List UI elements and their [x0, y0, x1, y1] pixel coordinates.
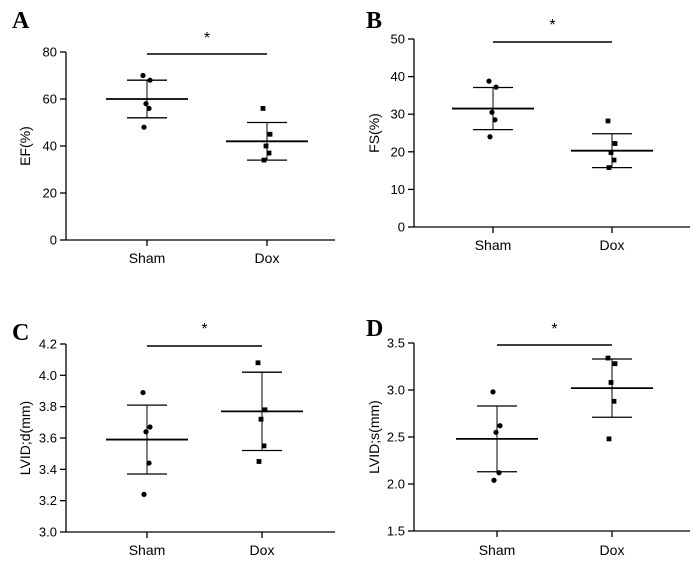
data-point-c-sham	[143, 429, 149, 435]
y-tick-label-b: 20	[391, 144, 405, 159]
significance-star-a: *	[204, 30, 210, 47]
data-point-a-sham	[146, 105, 152, 111]
y-tick-label-c: 3.6	[39, 431, 57, 446]
y-tick-label-c: 3.8	[39, 399, 57, 414]
data-point-a-dox	[266, 150, 272, 156]
data-point-a-sham	[140, 72, 146, 79]
y-tick-label-a: 40	[43, 139, 57, 154]
x-tick-label-b: Sham	[475, 237, 512, 253]
data-point-b-sham	[493, 84, 499, 90]
x-tick-label-d: Sham	[479, 542, 516, 558]
y-axis-title-c: LVID;d(mm)	[17, 401, 33, 475]
data-point-d-dox	[611, 398, 617, 404]
data-point-c-sham	[147, 424, 153, 430]
data-point-a-dox	[267, 131, 273, 137]
data-point-a-sham	[147, 77, 153, 83]
y-axis-title-b: FS(%)	[366, 113, 382, 153]
x-tick-label-c: Dox	[250, 542, 275, 558]
y-tick-label-c: 3.2	[39, 493, 57, 508]
data-point-d-sham	[493, 429, 499, 435]
data-point-c-dox	[258, 416, 264, 422]
data-point-b-sham	[487, 134, 493, 140]
y-tick-label-d: 3.5	[387, 336, 405, 351]
x-tick-label-a: Sham	[129, 250, 166, 266]
data-point-d-dox	[605, 355, 611, 361]
y-tick-label-a: 60	[43, 92, 57, 107]
y-tick-label-d: 2.0	[387, 477, 405, 492]
x-tick-label-b: Dox	[600, 237, 625, 253]
y-tick-label-d: 2.5	[387, 430, 405, 445]
data-point-d-sham	[490, 389, 496, 395]
y-axis-title-a: EF(%)	[17, 126, 33, 166]
data-point-c-sham	[141, 491, 147, 497]
y-axis-title-d: LVID;s(mm)	[366, 400, 382, 474]
y-tick-label-a: 0	[50, 233, 57, 248]
x-tick-label-a: Dox	[255, 250, 280, 266]
data-point-b-sham	[492, 117, 498, 123]
y-tick-label-b: 30	[391, 107, 405, 122]
y-tick-label-b: 40	[391, 69, 405, 84]
data-point-d-sham	[491, 477, 497, 483]
x-tick-label-d: Dox	[600, 542, 625, 558]
data-point-b-dox	[608, 150, 614, 155]
data-point-b-sham	[489, 109, 495, 115]
significance-star-b: *	[549, 17, 555, 34]
y-tick-label-b: 50	[391, 32, 405, 47]
y-tick-label-c: 3.4	[39, 462, 57, 477]
significance-star-d: *	[551, 321, 557, 338]
data-point-c-dox	[256, 459, 262, 464]
y-tick-label-a: 80	[43, 45, 57, 60]
data-point-a-dox	[260, 106, 266, 111]
data-point-c-dox	[261, 443, 267, 449]
data-point-c-sham	[140, 389, 146, 396]
data-point-c-dox	[262, 407, 268, 413]
data-point-b-sham	[486, 78, 492, 84]
data-point-a-sham	[143, 101, 149, 107]
data-point-b-dox	[605, 118, 611, 124]
panel-letter-c: C	[12, 320, 29, 346]
panel-letter-a: A	[12, 8, 30, 34]
data-point-d-sham	[497, 423, 503, 429]
data-point-a-sham	[141, 124, 147, 130]
data-point-d-dox	[612, 361, 618, 367]
data-point-b-dox	[611, 157, 617, 163]
y-tick-label-c: 4.0	[39, 368, 57, 383]
y-tick-label-a: 20	[43, 186, 57, 201]
data-point-d-dox	[606, 436, 612, 442]
data-point-b-dox	[612, 141, 618, 146]
panel-letter-b: B	[366, 8, 382, 34]
data-point-c-sham	[146, 460, 152, 466]
data-point-a-dox	[261, 157, 267, 163]
data-point-c-dox	[255, 360, 261, 366]
y-tick-label-b: 10	[391, 182, 405, 197]
significance-star-c: *	[201, 321, 207, 338]
y-tick-label-c: 3.0	[39, 525, 57, 540]
y-tick-label-b: 0	[398, 220, 405, 235]
y-tick-label-d: 3.0	[387, 383, 405, 398]
y-tick-label-c: 4.2	[39, 337, 57, 352]
data-point-d-dox	[608, 380, 614, 385]
x-tick-label-c: Sham	[129, 542, 166, 558]
data-point-d-sham	[496, 470, 502, 476]
panel-letter-d: D	[366, 316, 383, 342]
data-point-a-dox	[263, 143, 269, 149]
data-point-b-dox	[606, 165, 612, 170]
y-tick-label-d: 1.5	[387, 524, 405, 539]
